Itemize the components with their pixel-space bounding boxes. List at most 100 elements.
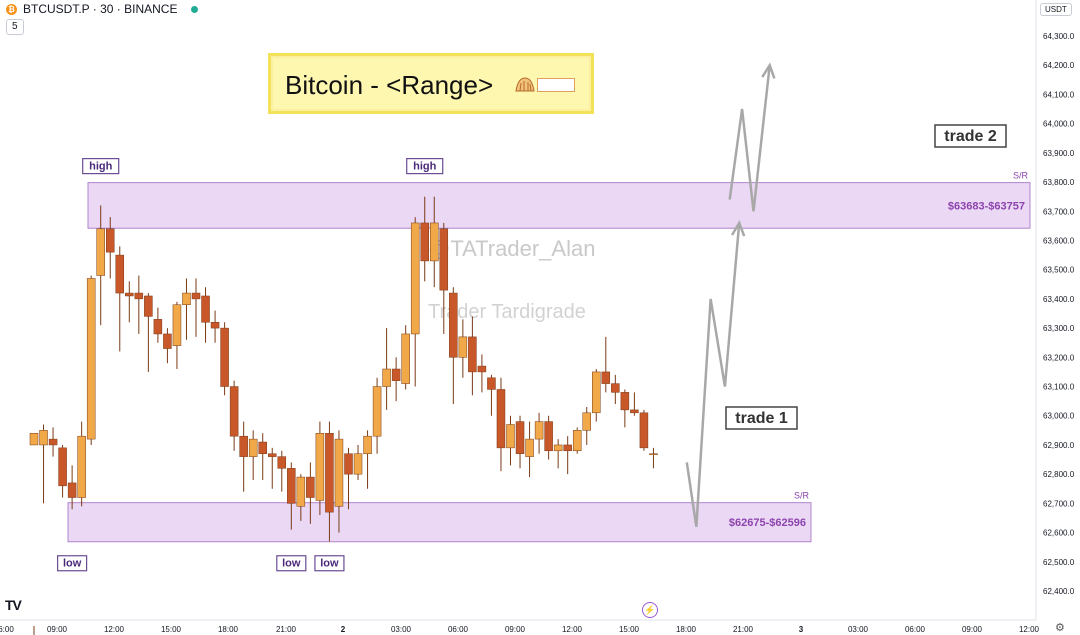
candle [86, 275, 96, 445]
candle-body [334, 438, 344, 507]
symbol-label[interactable]: BTCUSDT.P · 30 · BINANCE [23, 2, 178, 16]
time-tick-label: 15:00 [161, 625, 182, 634]
candle [277, 450, 287, 492]
candle [125, 281, 134, 323]
candle [172, 301, 182, 369]
candle-body [401, 333, 410, 384]
label-text: low [282, 558, 301, 570]
candle [620, 389, 630, 428]
time-tick-label: 09:00 [962, 625, 983, 634]
candle [601, 336, 611, 393]
candle-body [315, 433, 325, 501]
title-box: Bitcoin - <Range> [268, 53, 594, 114]
price-tick-label: 62,700.0 [1043, 499, 1075, 508]
projection-path [728, 65, 771, 212]
high-label: high [82, 158, 120, 175]
candle [592, 369, 601, 422]
candle-body [611, 383, 620, 393]
candle-body [239, 435, 248, 457]
candle [553, 439, 563, 469]
candle-body [449, 292, 458, 358]
arrow-head [761, 62, 776, 79]
tradingview-logo-icon: TV [5, 597, 22, 613]
projection-path [685, 222, 741, 527]
price-tick-label: 63,800.0 [1043, 178, 1075, 187]
candle [325, 421, 334, 542]
watermark-text: Trader Tardigrade [428, 301, 586, 323]
candle [372, 377, 382, 454]
gear-icon[interactable]: ⚙ [1055, 622, 1065, 634]
candle [477, 354, 487, 393]
candle [67, 465, 77, 510]
candle [220, 322, 229, 396]
time-tick-label: 21:00 [733, 625, 754, 634]
price-tick-label: 63,400.0 [1043, 295, 1075, 304]
zone-price-label: $62675-$62596 [729, 517, 806, 529]
candle-body [506, 424, 515, 449]
zone-tag-label: S/R [794, 491, 810, 501]
candle [134, 275, 144, 334]
high-label: high [406, 158, 444, 175]
candle-body [430, 222, 439, 262]
candle [115, 246, 125, 352]
candle-body [353, 453, 363, 475]
chart-header: ₿ BTCUSDT.P · 30 · BINANCE [6, 2, 199, 16]
candle [534, 412, 544, 454]
candle-body [191, 292, 201, 300]
candle [439, 222, 449, 334]
candle [353, 444, 363, 480]
candle-body [258, 441, 267, 454]
time-tick-label: 12:00 [562, 625, 583, 634]
candle-body [125, 292, 134, 297]
candle [77, 421, 86, 507]
candle-body [268, 453, 277, 457]
trade-label-text: trade 1 [735, 410, 788, 427]
time-tick-label: 6:00 [0, 625, 14, 634]
candle [58, 444, 67, 498]
time-tick-label: 12:00 [1019, 625, 1040, 634]
candle-body [325, 433, 334, 513]
candle-body [115, 254, 125, 294]
candle [572, 427, 582, 454]
price-tick-label: 64,300.0 [1043, 32, 1075, 41]
candle-body [105, 228, 115, 253]
candle-body [382, 368, 391, 387]
lightning-icon[interactable]: ⚡ [642, 602, 658, 618]
label-box [406, 158, 444, 175]
price-tick-label: 63,500.0 [1043, 266, 1075, 275]
candle-body [639, 412, 649, 449]
price-tick-label: 63,100.0 [1043, 383, 1075, 392]
candle-body [287, 468, 296, 504]
zone-rect [67, 502, 812, 543]
candle [268, 447, 277, 489]
candle [248, 430, 258, 480]
time-tick-label: 09:00 [505, 625, 526, 634]
candle [29, 433, 39, 635]
time-tick-label: 15:00 [619, 625, 640, 634]
candle [391, 357, 401, 402]
candle-body [58, 447, 67, 487]
candle-body [620, 392, 630, 411]
candle [363, 430, 372, 489]
candle-body [582, 412, 591, 431]
candle-body [39, 430, 48, 446]
price-tick-label: 63,300.0 [1043, 324, 1075, 333]
candle-body [210, 322, 220, 329]
candle [410, 217, 420, 387]
low-label: low [276, 555, 307, 572]
price-tick-label: 63,700.0 [1043, 207, 1075, 216]
candle-body [96, 228, 105, 276]
candle [506, 415, 515, 466]
candle [210, 310, 220, 343]
candle [296, 474, 306, 521]
currency-button[interactable]: USDT [1040, 3, 1072, 16]
candle [201, 287, 210, 343]
interval-button[interactable]: 5 [6, 19, 24, 35]
candle [315, 421, 325, 516]
arrow-head [730, 220, 746, 237]
candle [525, 421, 534, 478]
trade-label-box [725, 406, 798, 430]
label-box [57, 555, 88, 572]
candle-body [48, 438, 58, 446]
